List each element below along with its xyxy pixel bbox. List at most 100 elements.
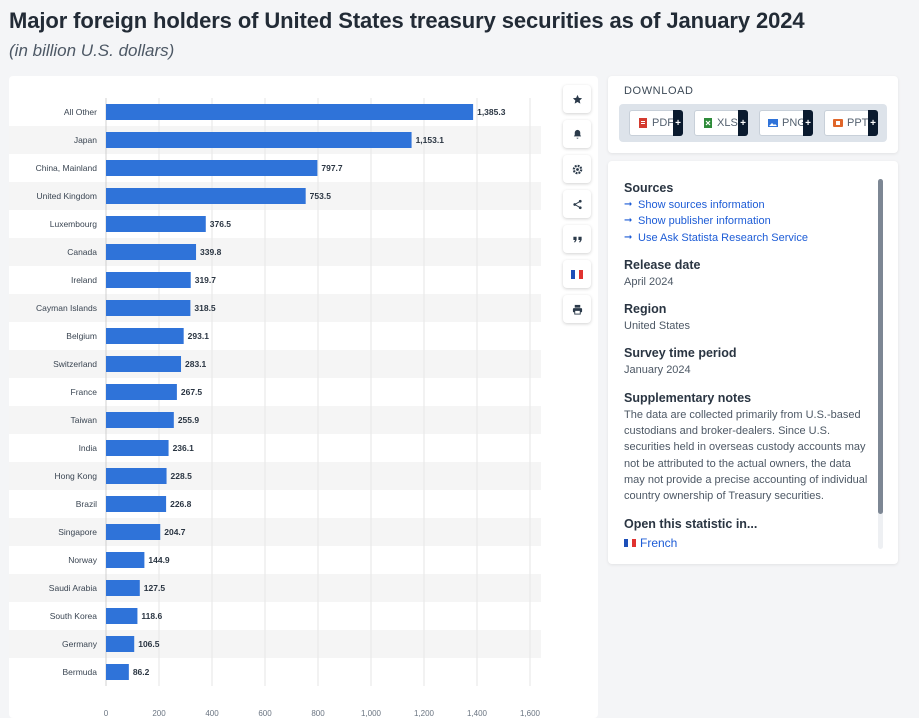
pdf-plus-icon: + (673, 110, 683, 136)
survey-block: Survey time period January 2024 (624, 346, 874, 378)
download-buttons: PDF + XLS + PNG + PPT + (619, 104, 887, 142)
arrow-right-icon: ➞ (624, 231, 633, 243)
open-french-link[interactable]: French (624, 535, 874, 551)
category-label: Luxembourg (50, 219, 98, 229)
print-button[interactable] (563, 295, 591, 323)
download-png-button[interactable]: PNG + (759, 110, 813, 136)
category-label: Hong Kong (54, 471, 97, 481)
x-tick-label: 1,000 (361, 709, 382, 718)
ppt-plus-icon: + (868, 110, 878, 136)
region-value: United States (624, 320, 691, 333)
value-label: 255.9 (178, 415, 200, 425)
download-pdf-button[interactable]: PDF + (629, 110, 683, 136)
category-label: Germany (62, 639, 98, 649)
category-label: Singapore (58, 527, 97, 537)
sources-heading: Sources (624, 181, 674, 195)
bar (106, 188, 306, 204)
arrow-right-icon: ➞ (624, 199, 633, 210)
ppt-icon (833, 118, 843, 128)
chart-card: All Other 1,385.3 Japan 1,153.1 China, Mainl… (9, 76, 598, 718)
bar (106, 552, 145, 568)
region-block: Region United States (624, 302, 874, 334)
xls-icon (703, 118, 713, 128)
bar (106, 356, 182, 372)
info-scrollbar[interactable] (878, 179, 883, 549)
download-panel: DOWNLOAD PDF + XLS + PNG + PPT + (608, 76, 898, 153)
x-tick-label: 600 (258, 709, 272, 718)
download-ppt-button[interactable]: PPT + (824, 110, 878, 136)
share-button[interactable] (563, 190, 591, 218)
notes-heading: Supplementary notes (624, 390, 752, 405)
download-xls-button[interactable]: XLS + (694, 110, 748, 136)
ppt-label: PPT (847, 117, 869, 129)
xls-plus-icon: + (738, 110, 748, 136)
info-scrollbar-thumb[interactable] (878, 179, 883, 514)
language-button[interactable] (563, 260, 591, 288)
value-label: 1,153.1 (416, 135, 445, 145)
bar (106, 580, 140, 596)
release-heading: Release date (624, 257, 701, 272)
x-tick-label: 1,400 (467, 709, 488, 718)
value-label: 1,385.3 (477, 107, 506, 117)
value-label: 318.5 (194, 303, 216, 313)
category-label: Cayman Islands (36, 303, 97, 313)
statistic-info-panel: Sources ➞ Show sources information ➞ Show … (608, 161, 898, 564)
row-stripe (9, 350, 541, 378)
row-stripe (9, 574, 541, 602)
bar (106, 384, 177, 400)
ask-statista-label: Use Ask Statista Research Service (638, 231, 808, 244)
bar (106, 272, 191, 288)
gear-icon (572, 164, 582, 174)
notes-value: The data are collected primarily from U.… (624, 408, 868, 503)
value-label: 106.5 (138, 639, 160, 649)
bar (106, 244, 197, 260)
bell-icon (573, 129, 581, 139)
show-sources-link[interactable]: ➞ Show sources information (624, 197, 874, 213)
x-tick-label: 800 (311, 709, 325, 718)
bar (106, 440, 169, 456)
category-label: France (71, 387, 98, 397)
open-french-label: French (640, 535, 678, 550)
row-stripe (9, 630, 541, 658)
value-label: 339.8 (200, 247, 222, 257)
survey-value: January 2024 (624, 364, 691, 377)
row-stripe (9, 238, 541, 266)
bar (106, 300, 191, 316)
release-value: April 2024 (624, 275, 674, 288)
pdf-icon (638, 118, 648, 128)
cite-button[interactable] (563, 225, 591, 253)
bar (106, 524, 161, 540)
ask-statista-link[interactable]: ➞ Use Ask Statista Research Service (624, 230, 874, 246)
page-subtitle: (in billion U.S. dollars) (9, 41, 175, 60)
bar (106, 216, 206, 232)
value-label: 86.2 (133, 667, 150, 677)
category-label: Norway (68, 555, 98, 565)
survey-heading: Survey time period (624, 346, 737, 361)
favorite-button[interactable] (563, 85, 591, 113)
value-label: 293.1 (188, 331, 210, 341)
quote-icon (572, 236, 582, 242)
page-title: Major foreign holders of United States t… (9, 8, 805, 33)
french-flag-icon (624, 538, 636, 547)
category-label: Belgium (66, 331, 97, 341)
category-label: Bermuda (63, 667, 98, 677)
open-in-heading: Open this statistic in... (624, 516, 758, 531)
bar-chart: All Other 1,385.3 Japan 1,153.1 China, Mainl… (9, 98, 541, 718)
region-heading: Region (624, 302, 667, 317)
value-label: 797.7 (321, 163, 343, 173)
sources-block: Sources ➞ Show sources information ➞ Show … (624, 181, 874, 246)
bar (106, 468, 167, 484)
bar (106, 104, 474, 120)
notify-button[interactable] (563, 120, 591, 148)
category-label: China, Mainland (36, 163, 98, 173)
category-label: United Kingdom (37, 191, 97, 201)
bar (106, 664, 129, 680)
png-icon (768, 118, 778, 128)
french-flag-icon (571, 269, 583, 279)
category-label: Canada (67, 247, 97, 257)
settings-button[interactable] (563, 155, 591, 183)
bar (106, 496, 167, 512)
pdf-label: PDF (652, 117, 674, 129)
bar (106, 636, 135, 652)
show-publisher-link[interactable]: ➞ Show publisher information (624, 213, 874, 229)
